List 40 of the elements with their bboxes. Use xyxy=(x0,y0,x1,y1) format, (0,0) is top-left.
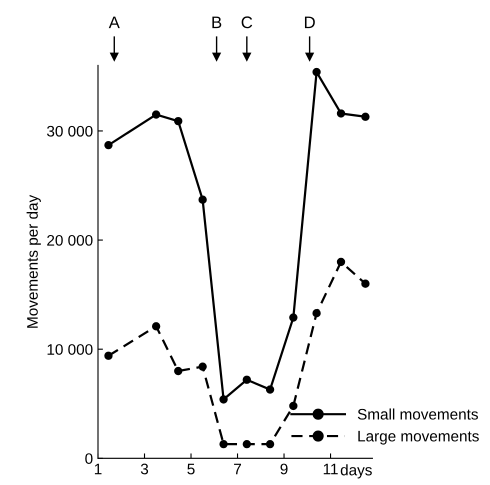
point xyxy=(266,440,274,448)
x-tick-label: 5 xyxy=(187,464,195,474)
point xyxy=(361,280,370,288)
x-axis-title: days xyxy=(340,464,372,478)
point xyxy=(174,366,182,376)
point xyxy=(336,258,346,266)
point xyxy=(152,322,160,330)
x-tick-label: 9 xyxy=(280,464,288,474)
point xyxy=(336,109,346,118)
y-tick-label: 30 000 xyxy=(47,126,93,137)
point xyxy=(242,376,251,384)
point xyxy=(198,196,207,204)
point xyxy=(104,140,113,150)
x-tick-label: 1 xyxy=(94,464,102,474)
legend-label: Large movements xyxy=(358,430,479,445)
y-axis-title: Movements per day xyxy=(26,194,41,328)
point xyxy=(219,395,228,404)
point xyxy=(289,402,298,410)
x-tick-label: 7 xyxy=(234,464,242,474)
point xyxy=(266,385,274,394)
y-tick-label: 0 xyxy=(85,453,93,464)
x-tick-label: 11 xyxy=(324,464,338,474)
point xyxy=(312,309,321,318)
x-tick-label: 3 xyxy=(140,464,148,474)
point xyxy=(242,440,251,448)
legend-label: Small movements xyxy=(358,408,478,420)
point xyxy=(198,362,207,371)
point xyxy=(289,313,298,322)
ref-line-label: C xyxy=(242,16,252,28)
ref-line-label: B xyxy=(212,16,222,28)
point xyxy=(312,68,321,76)
ref-line-label: A xyxy=(108,16,120,28)
y-tick-label: 10 000 xyxy=(48,344,93,355)
ref-line-label: D xyxy=(304,16,315,28)
point xyxy=(219,440,228,448)
point xyxy=(174,116,182,126)
point xyxy=(361,112,370,121)
y-tick-label: 20 000 xyxy=(47,234,93,246)
point xyxy=(104,352,113,360)
point xyxy=(152,110,160,119)
